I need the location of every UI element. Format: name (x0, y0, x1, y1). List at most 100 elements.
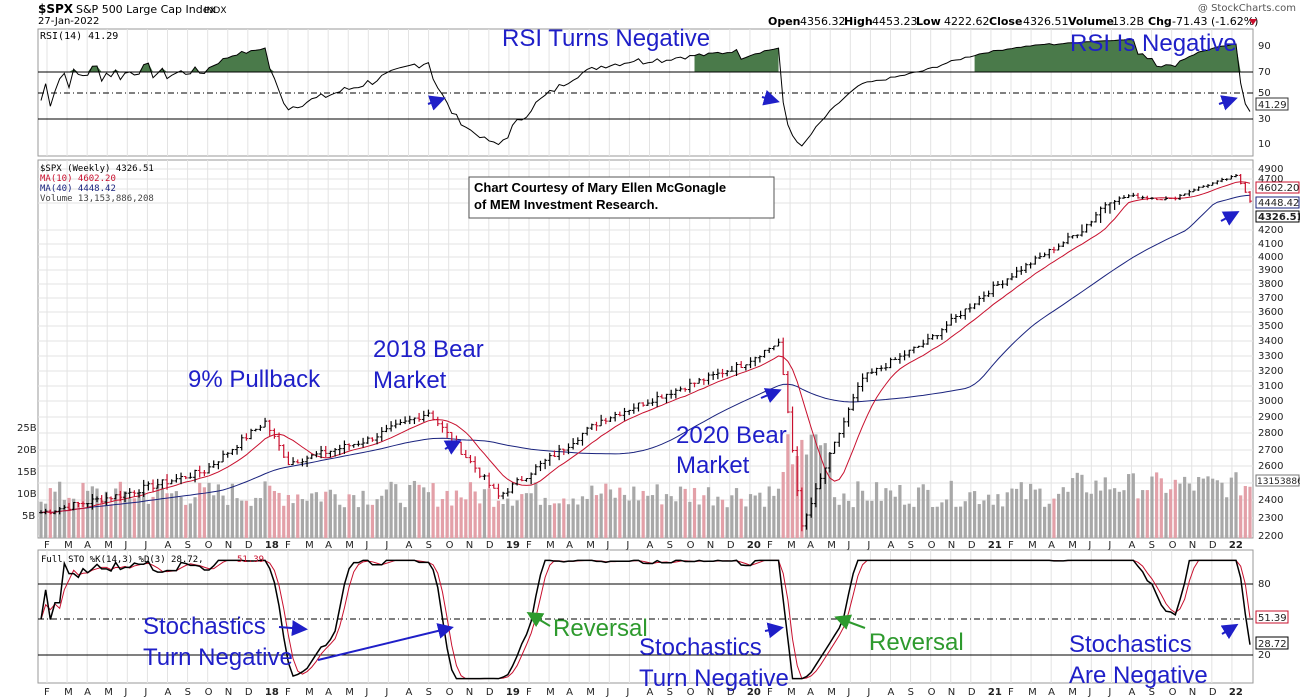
rsi-line (40, 39, 1251, 147)
volume-bar (548, 505, 552, 538)
volume-bar (198, 482, 202, 538)
x-tick-label: S (908, 540, 914, 551)
volume-bar (412, 480, 417, 538)
x-tick-label: A (1048, 687, 1055, 698)
chart-date: 27-Jan-2022 (38, 16, 99, 27)
volume-label: Volume (1068, 15, 1114, 28)
price-arrow-2022 (1220, 211, 1240, 226)
x-tick-label: O (928, 540, 936, 551)
x-tick-label: M (586, 687, 595, 698)
x-tick-label: A (566, 687, 573, 698)
volume-bar (590, 485, 594, 538)
volume-bar (641, 490, 645, 538)
volume-bar (1099, 490, 1103, 538)
x-tick-label: 18 (265, 687, 279, 698)
x-tick-label: M (1068, 540, 1077, 551)
sto-legend-d: 51.39 (237, 555, 264, 565)
volume-bar (62, 499, 66, 538)
volume-bar (949, 480, 953, 538)
volume-bar (216, 484, 220, 538)
volume-bar (314, 492, 319, 538)
volume-bar (440, 499, 445, 538)
stochastics-are-negative-line1: Stochastics (1069, 631, 1192, 658)
volume-bar (790, 464, 795, 538)
volume-bar (408, 484, 412, 538)
ma10-value-tag (1255, 181, 1300, 194)
volume-bar (837, 504, 841, 538)
price-tick: 3200 (1258, 366, 1283, 377)
volume-bar (277, 492, 281, 538)
volume-bar (748, 494, 753, 538)
ohlc-readout: Open 4356.32 High 4453.23 Low 4222.62 Cl… (768, 15, 1258, 28)
volume-bar (1010, 488, 1014, 538)
volume-bar (711, 505, 715, 538)
price-tick: 4200 (1258, 225, 1283, 236)
volume-bar (874, 482, 879, 538)
rsi-turns-negative-label: RSI Turns Negative (502, 25, 710, 52)
price-panel: $SPX (Weekly) 4326.51 MA(10) 4602.20 MA(… (17, 159, 1300, 542)
x-tick-label: S (667, 540, 673, 551)
x-tick-label: M (305, 687, 314, 698)
volume-bar (151, 496, 155, 538)
volume-bar (898, 484, 902, 538)
x-tick-label: N (466, 540, 473, 551)
x-tick-label: D (245, 687, 253, 698)
volume-bar (352, 495, 356, 538)
close-value-tag (1255, 210, 1300, 223)
rsi-arrow-3 (1218, 95, 1238, 111)
volume-bar (1066, 491, 1070, 538)
volume-bar (520, 494, 524, 538)
x-tick-label: M (546, 540, 555, 551)
annotation-arrows (278, 90, 1240, 661)
volume-bar (207, 482, 211, 538)
volume-bar (90, 486, 94, 538)
volume-bar (818, 445, 823, 538)
volume-bar (604, 483, 608, 538)
volume-bar (53, 491, 57, 538)
volume-bar (398, 502, 403, 538)
x-tick-label: O (1169, 540, 1177, 551)
x-tick-label: N (707, 540, 714, 551)
x-tick-label: N (466, 687, 473, 698)
volume-bar (104, 491, 108, 538)
x-tick-label: M (827, 540, 836, 551)
price-legend: $SPX (Weekly) 4326.51 (40, 164, 154, 174)
volume-bar (445, 490, 449, 538)
x-tick-label: D (727, 540, 735, 551)
x-tick-label: M (104, 687, 113, 698)
bear-2018-label-line1: 2018 Bear (373, 336, 484, 363)
x-tick-label: S (1149, 687, 1155, 698)
reversal-label-2: Reversal (869, 629, 964, 656)
volume-bar (618, 487, 622, 538)
close-tag-text: 4326.51 (1258, 212, 1300, 223)
volume-bar (1000, 506, 1005, 538)
volume-bar (1178, 483, 1182, 538)
volume-bar (1164, 492, 1168, 538)
rsi-value-tag (1255, 97, 1289, 111)
x-tick-label: J (123, 687, 127, 698)
volume-bar (450, 505, 454, 538)
volume-bar (137, 492, 141, 538)
x-tick-label: A (807, 687, 814, 698)
volume-bar (361, 490, 365, 538)
x-tick-label: D (727, 687, 735, 698)
volume-bar (1080, 474, 1084, 538)
volume-bar (753, 495, 757, 538)
volume-bar (1239, 495, 1243, 538)
x-tick-label: A (888, 540, 895, 551)
volume-bar (1085, 492, 1089, 538)
volume-bar (1187, 483, 1191, 538)
close-value: 4326.51 (1023, 15, 1069, 28)
high-value: 4453.23 (872, 15, 918, 28)
volume-bar (188, 503, 192, 538)
x-tick-label: N (1189, 687, 1196, 698)
volume-tick: 10B (17, 489, 37, 500)
volume-bar (697, 504, 701, 538)
volume-bar (436, 506, 440, 538)
pullback-label: 9% Pullback (188, 366, 321, 393)
x-tick-label: M (1028, 687, 1037, 698)
x-tick-label: M (104, 540, 113, 551)
x-tick-label: J (1087, 540, 1091, 551)
price-tick: 3500 (1258, 321, 1283, 332)
x-tick-label: M (827, 687, 836, 698)
